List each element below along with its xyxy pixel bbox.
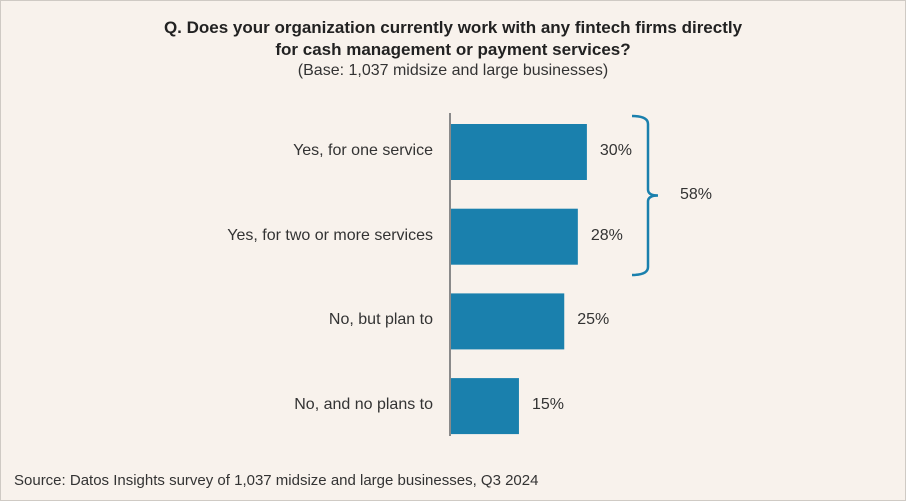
bar	[451, 208, 578, 265]
data-label: 30%	[599, 142, 632, 159]
data-label: 25%	[577, 311, 610, 329]
source-note: Source: Datos Insights survey of 1,037 m…	[14, 472, 539, 489]
bar	[451, 378, 519, 435]
category-label: Yes, for two or more services	[227, 226, 433, 244]
category-label: Yes, for one service	[293, 142, 433, 159]
chart-title-line1: Q. Does your organization currently work…	[163, 18, 743, 37]
bar	[451, 293, 565, 350]
data-label: 28%	[590, 226, 623, 244]
category-label: No, but plan to	[328, 311, 433, 329]
chart-subtitle: (Base: 1,037 midsize and large businesse…	[297, 62, 609, 79]
data-label: 15%	[531, 396, 564, 414]
bar	[451, 124, 587, 180]
bracket	[631, 114, 659, 277]
bracket-total-label: 58%	[680, 185, 713, 203]
chart-title-line2: for cash management or payment services?	[275, 40, 631, 59]
category-label: No, and no plans to	[294, 396, 433, 414]
